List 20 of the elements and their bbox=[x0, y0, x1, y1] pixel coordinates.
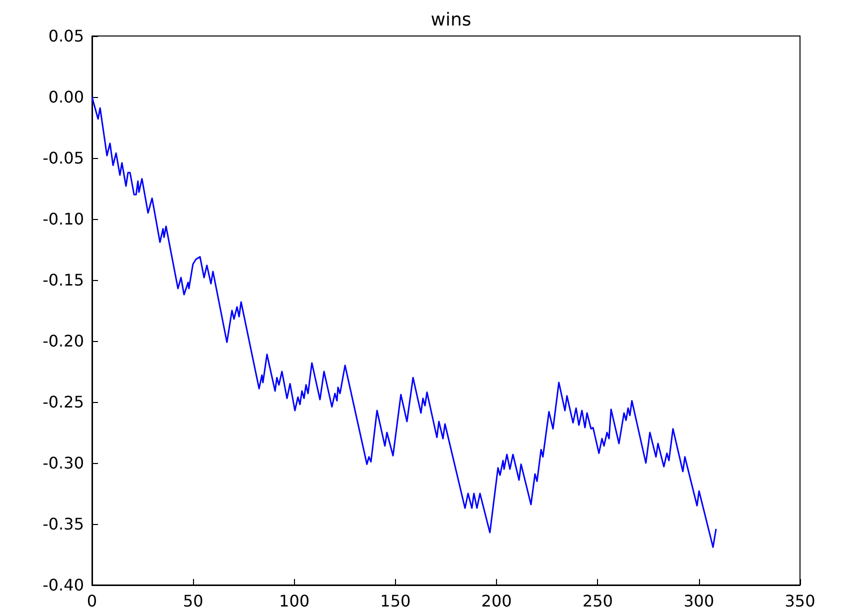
x-tick-label: 0 bbox=[86, 592, 98, 610]
y-tick-label: 0.00 bbox=[48, 88, 84, 106]
x-tick-label: 300 bbox=[684, 592, 714, 610]
y-tick-label: -0.30 bbox=[42, 454, 84, 472]
x-tick-label: 350 bbox=[784, 592, 816, 610]
y-tick-label: -0.25 bbox=[42, 392, 84, 412]
y-tick-label: 0.05 bbox=[48, 26, 84, 46]
y-tick-label: -0.05 bbox=[42, 148, 84, 168]
y-tick-label: -0.35 bbox=[42, 514, 84, 534]
x-tick-label: 150 bbox=[380, 592, 411, 610]
x-tick-label: 200 bbox=[481, 592, 512, 610]
chart-title: wins bbox=[430, 10, 472, 30]
y-tick-label: -0.15 bbox=[42, 270, 84, 290]
y-tick-label: -0.20 bbox=[42, 332, 84, 350]
y-tick-label: -0.10 bbox=[42, 210, 84, 228]
y-tick-label: -0.40 bbox=[42, 576, 84, 594]
x-tick-label: 250 bbox=[582, 592, 613, 610]
line-series bbox=[91, 96, 717, 548]
x-tick-label: 100 bbox=[279, 592, 310, 610]
x-tick-label: 50 bbox=[182, 592, 204, 610]
